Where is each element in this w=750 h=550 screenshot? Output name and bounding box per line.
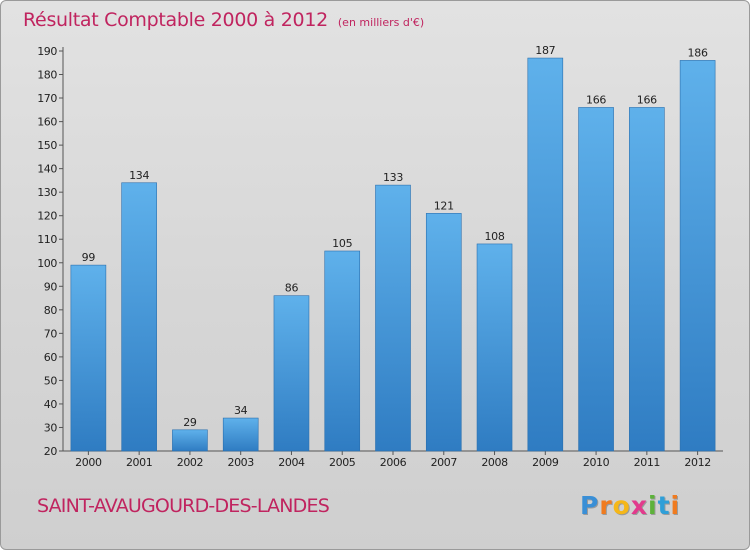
y-tick-label: 40: [44, 398, 58, 411]
x-tick-label-2007: 2007: [431, 456, 458, 469]
value-label-2001: 134: [129, 169, 149, 182]
bar-2003: [222, 417, 259, 452]
bar-2005: [324, 250, 361, 452]
bar-2010: [578, 107, 614, 452]
x-tick-label-2002: 2002: [177, 456, 203, 469]
y-tick-label: 160: [37, 116, 57, 129]
value-label-2010: 166: [586, 93, 606, 106]
x-tick-label-2010: 2010: [583, 456, 610, 469]
logo-letter: x: [630, 491, 648, 520]
y-tick-label: 140: [37, 163, 57, 176]
bar-2004: [273, 295, 310, 452]
x-tick-label-2001: 2001: [126, 456, 152, 469]
y-tick-label: 50: [44, 374, 58, 387]
value-label-2007: 121: [434, 199, 454, 212]
value-label-2003: 34: [234, 404, 248, 417]
y-tick-label: 30: [44, 421, 58, 434]
logo-letter: r: [599, 491, 613, 520]
logo-letter: i: [648, 491, 658, 520]
bar-2011: [629, 107, 665, 452]
bar-2006: [375, 184, 411, 452]
x-tick-label-2006: 2006: [380, 456, 407, 469]
bars: [70, 57, 716, 452]
y-tick-label: 100: [37, 257, 57, 270]
bar-2002: [172, 429, 208, 452]
value-label-2008: 108: [484, 230, 504, 243]
x-tick-label-2008: 2008: [481, 456, 508, 469]
bar-2012: [679, 60, 716, 452]
x-tick-label-2000: 2000: [75, 456, 102, 469]
value-label-2009: 187: [535, 44, 555, 57]
logo-letter: o: [612, 491, 631, 520]
y-tick-label: 150: [37, 139, 57, 152]
unit-text: (en milliers d'€): [337, 16, 425, 29]
value-label-2002: 29: [183, 416, 197, 429]
x-tick-label-2004: 2004: [278, 456, 305, 469]
value-label-2006: 133: [383, 171, 403, 184]
y-tick-label: 70: [44, 327, 58, 340]
y-tick-label: 60: [44, 351, 58, 364]
value-labels: 99 134 29 34 86 105 133 121 108 187 166 166 186: [82, 44, 709, 429]
bar-2001: [121, 182, 157, 452]
bar-2008: [476, 243, 513, 452]
y-tick-label: 110: [37, 233, 57, 246]
value-label-2011: 166: [637, 93, 657, 106]
logo-letter: i: [670, 491, 681, 520]
y-tick-label: 80: [44, 304, 58, 317]
x-tick-label-2012: 2012: [684, 456, 710, 469]
proxiti-logo: Proxiti: [580, 491, 680, 520]
x-tick-label-2009: 2009: [532, 456, 559, 469]
y-tick-label: 190: [37, 45, 57, 58]
logo-letter: t: [657, 491, 671, 520]
bar-2009: [527, 57, 564, 452]
y-tick-label: 180: [37, 69, 57, 82]
y-tick-label: 170: [37, 92, 57, 105]
value-label-2012: 186: [688, 46, 708, 59]
title-text: Résultat Comptable 2000 à 2012: [23, 9, 328, 31]
x-tick-label-2003: 2003: [227, 456, 254, 469]
y-tick-label: 120: [37, 210, 57, 223]
y-tick-label: 130: [37, 186, 57, 199]
x-tick-label-2011: 2011: [634, 456, 660, 469]
commune-name: SAINT-AVAUGOURD-DES-LANDES: [37, 495, 330, 517]
value-label-2000: 99: [82, 251, 96, 264]
bar-2000: [70, 264, 107, 452]
y-tick-label: 90: [44, 280, 58, 293]
value-label-2004: 86: [285, 282, 299, 295]
chart-title: Résultat Comptable 2000 à 2012 (en millie…: [23, 9, 424, 31]
x-tick-label-2005: 2005: [329, 456, 356, 469]
bar-2007: [425, 213, 462, 452]
logo-letter: P: [580, 491, 600, 520]
value-label-2005: 105: [332, 237, 352, 250]
y-tick-label: 20: [44, 445, 58, 458]
